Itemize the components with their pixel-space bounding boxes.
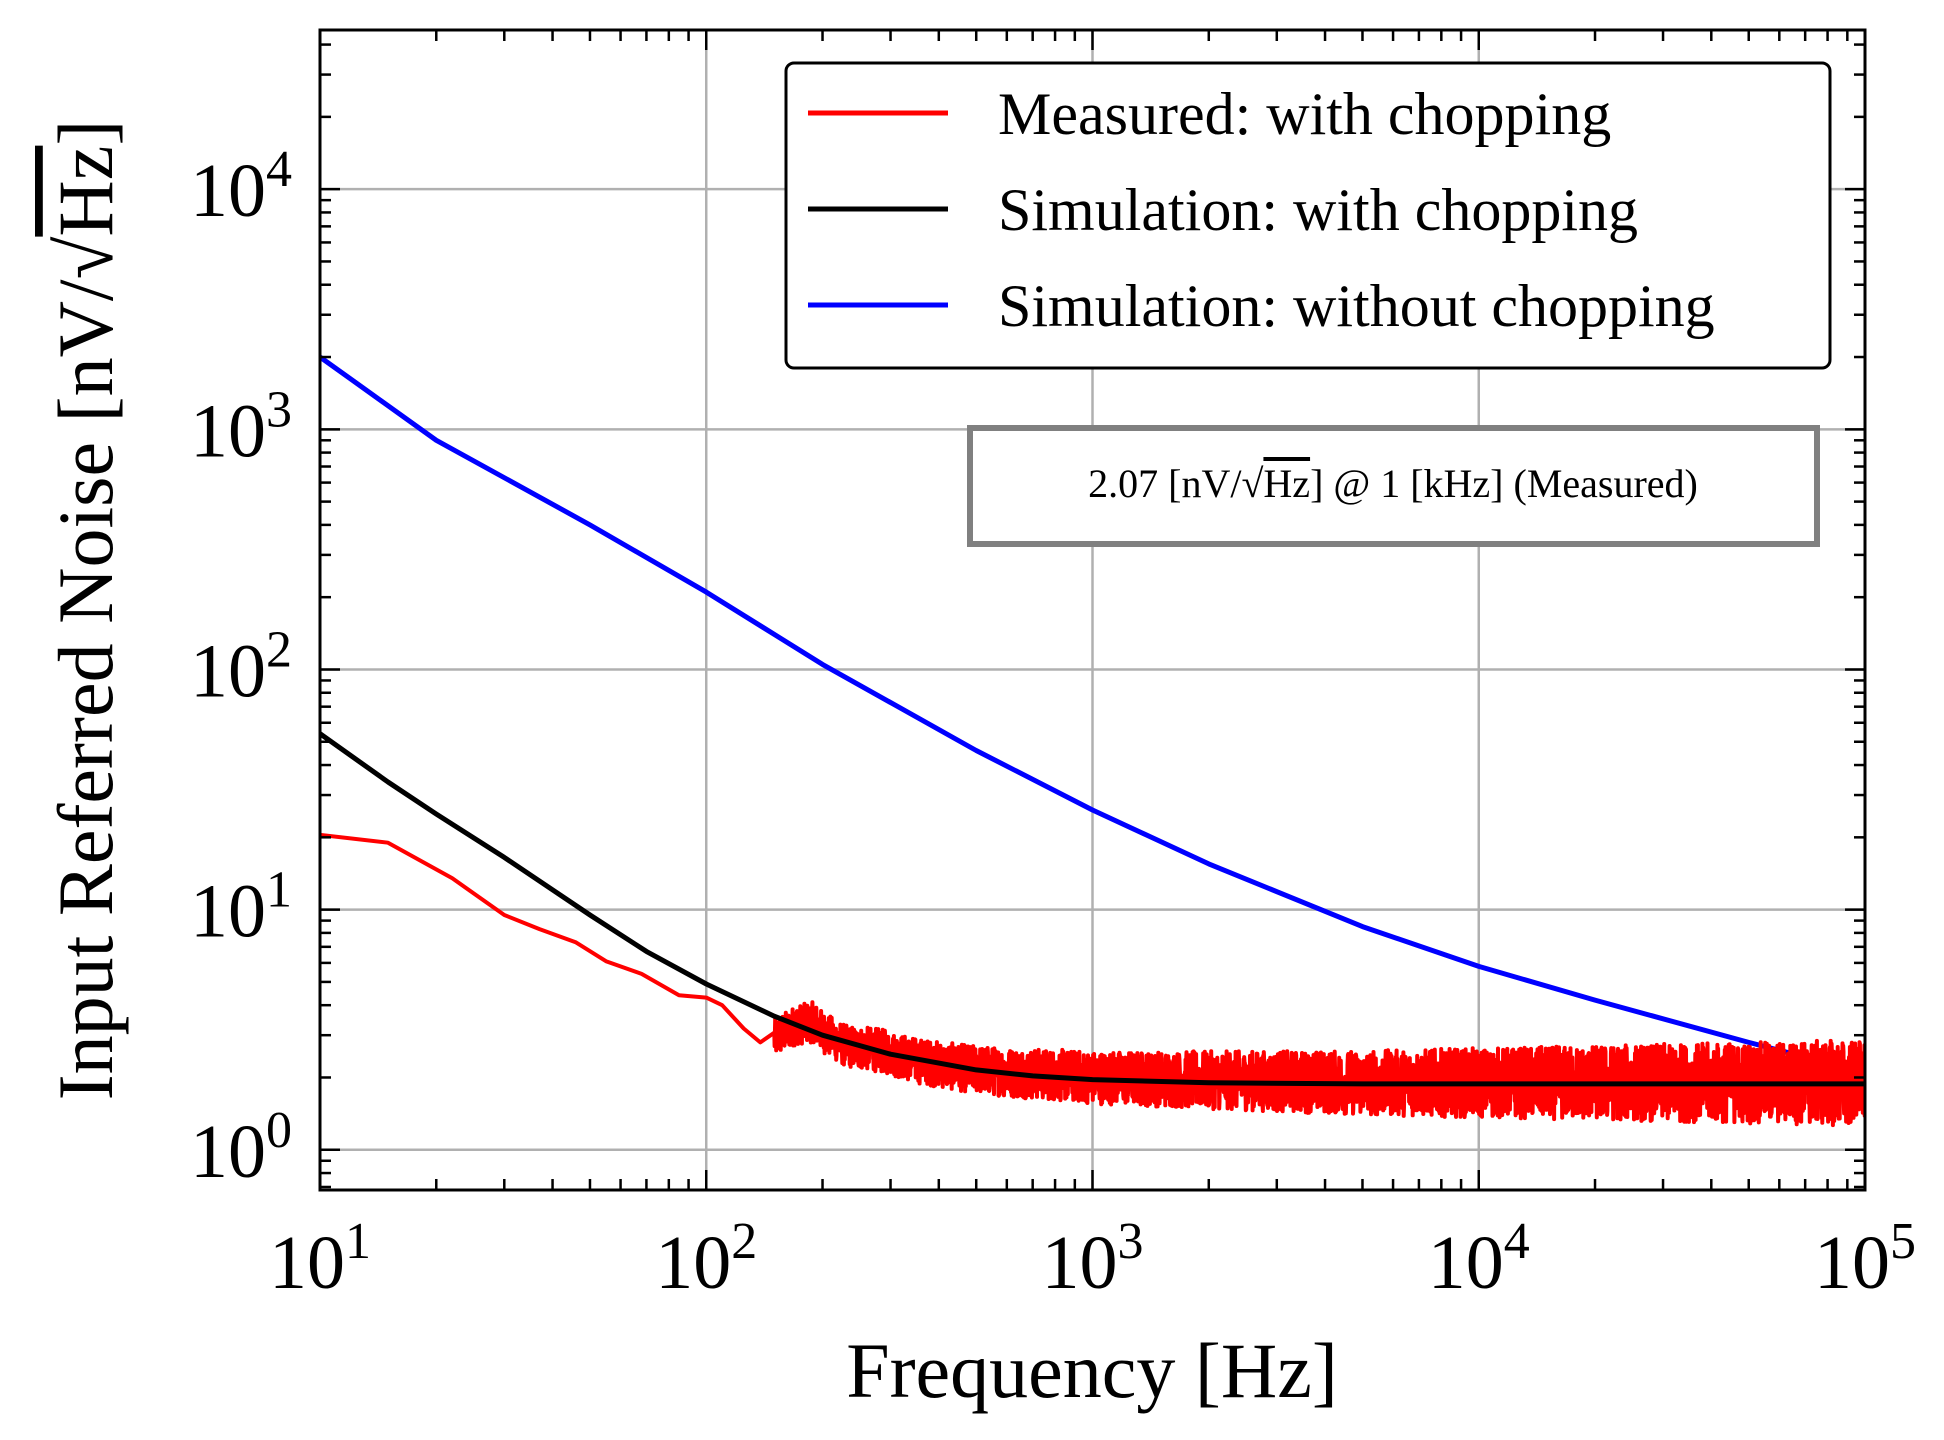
y-axis-label: Input Referred Noise [nV/√Hz] (42, 120, 129, 1101)
y-tick-label: 104 (190, 141, 292, 233)
annotation-radicand: Hz (1263, 461, 1310, 506)
annotation-suffix: ] @ 1 [kHz] (Measured) (1310, 461, 1698, 506)
sqrt-sign: √ (42, 236, 129, 279)
x-tick-label: 104 (1428, 1213, 1530, 1305)
annotation-box: 2.07 [nV/√Hz] @ 1 [kHz] (Measured) (967, 425, 1820, 547)
y-tick-label: 100 (190, 1102, 292, 1194)
legend-label-0: Measured: with chopping (998, 81, 1611, 147)
axis-ticks (318, 30, 1865, 1190)
x-tick-label: 101 (269, 1213, 371, 1305)
series-layer (320, 354, 1865, 1128)
y-tick-label: 102 (190, 621, 292, 713)
annotation-prefix: 2.07 [nV/ (1088, 461, 1242, 506)
x-tick-label: 103 (1042, 1213, 1144, 1305)
series-line-1 (320, 731, 1865, 1087)
y-axis-label-close: ] (42, 120, 129, 146)
y-axis-label-radicand: Hz (42, 146, 129, 237)
x-axis-label: Frequency [Hz] (846, 1327, 1338, 1414)
legend-label-2: Simulation: without chopping (998, 273, 1715, 339)
y-tick-label: 103 (190, 381, 292, 473)
x-tick-label: 102 (655, 1213, 757, 1305)
legend-box (784, 61, 1832, 370)
x-tick-labels: 101 102 103 104 105 (269, 1213, 1916, 1305)
y-tick-labels: 100 101 102 103 104 (190, 141, 292, 1194)
svg-text:2.07 [nV/√Hz] @ 1 [kHz] (Measu: 2.07 [nV/√Hz] @ 1 [kHz] (Measured) (1088, 461, 1698, 506)
legend-label-1: Simulation: with chopping (998, 177, 1638, 243)
annotation-sqrt: √ (1241, 461, 1263, 506)
series-line-2 (320, 354, 1865, 1075)
legend: Measured: with chopping Simulation: with … (784, 61, 1832, 370)
y-tick-label: 101 (190, 862, 292, 954)
x-tick-label: 105 (1814, 1213, 1916, 1305)
svg-text:Input Referred Noise [nV/√Hz]: Input Referred Noise [nV/√Hz] (42, 120, 129, 1101)
series-line-0 (320, 832, 1865, 1128)
y-axis-label-text: Input Referred Noise [nV/ (42, 279, 129, 1100)
